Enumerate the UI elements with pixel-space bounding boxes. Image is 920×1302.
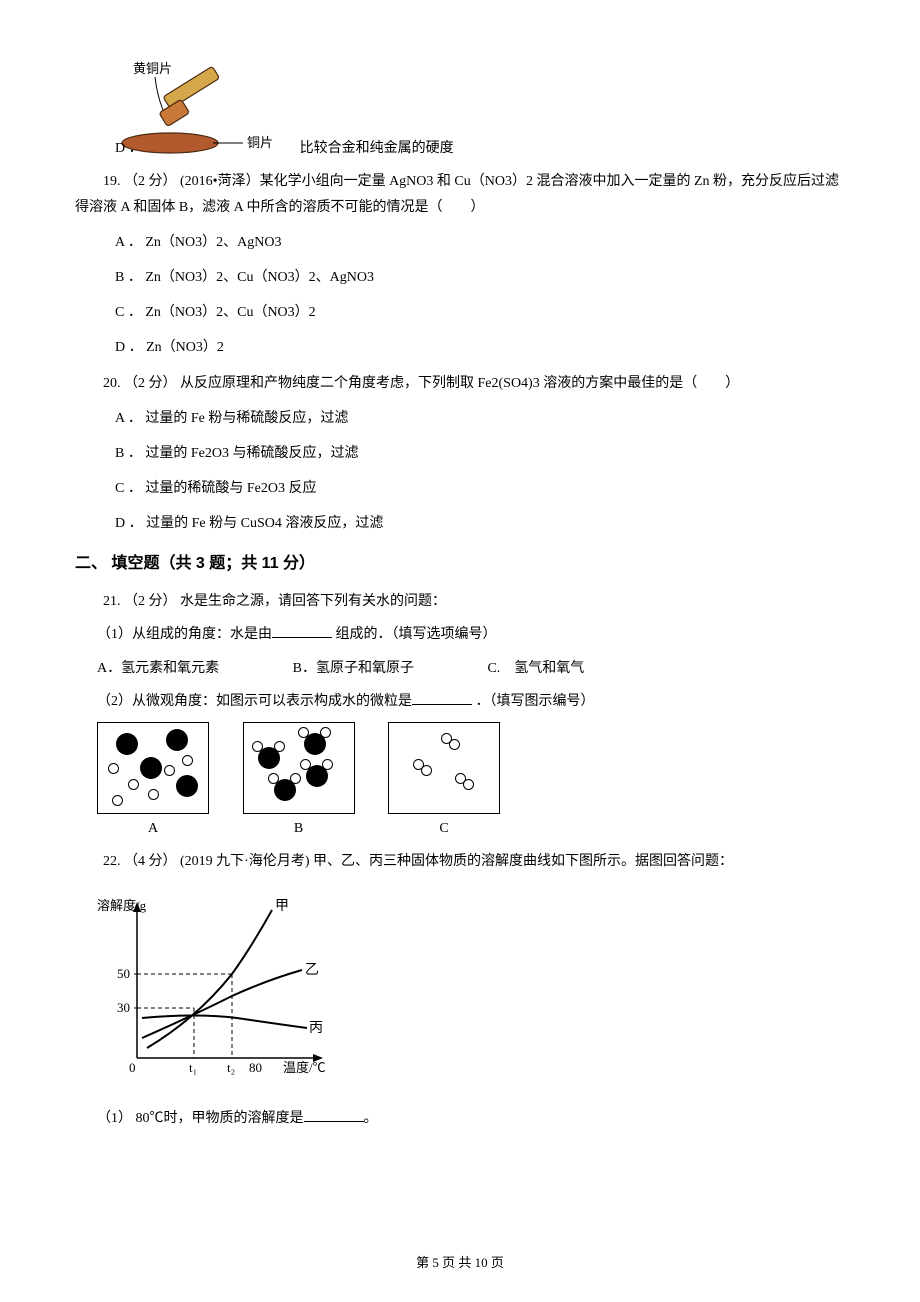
q20-option-a: A ． 过量的 Fe 粉与稀硫酸反应，过滤 [115, 406, 845, 431]
x-axis-label: 温度/℃ [283, 1060, 326, 1075]
page-footer: 第 5 页 共 10 页 [0, 1251, 920, 1274]
q19-option-b: B ． Zn（NO3）2、Cu（NO3）2、AgNO3 [115, 265, 845, 290]
blank-fill [272, 623, 332, 638]
xtick-t2: t₂ [227, 1060, 235, 1075]
blank-fill [304, 1107, 364, 1122]
q21-stem: 21. （2 分） 水是生命之源，请回答下列有关水的问题： [75, 589, 845, 614]
q20-option-b: B ． 过量的 Fe2O3 与稀硫酸反应，过滤 [115, 441, 845, 466]
series-jia: 甲 [275, 899, 289, 914]
q20-option-c: C ． 过量的稀硫酸与 Fe2O3 反应 [115, 476, 845, 501]
particle-label-c: C [388, 816, 500, 841]
section-2-title: 二、 填空题（共 3 题；共 11 分） [75, 550, 845, 579]
xtick-t1: t₁ [189, 1060, 197, 1075]
q19-option-a: A ． Zn（NO3）2、AgNO3 [115, 230, 845, 255]
q22-p1-a: （1） 80℃时，甲物质的溶解度是 [97, 1111, 304, 1126]
q20-stem: 20. （2 分） 从反应原理和产物纯度二个角度考虑，下列制取 Fe2(SO4)… [75, 371, 845, 396]
q21-opt-c: C. 氢气和氧气 [487, 661, 584, 676]
q21-inline-options: A．氢元素和氧元素 B．氢原子和氧原子 C. 氢气和氧气 [97, 656, 845, 681]
series-bing: 丙 [309, 1021, 323, 1036]
particle-frame-c [388, 722, 500, 814]
blank-fill [412, 690, 472, 705]
xtick-80: 80 [249, 1060, 262, 1075]
y-axis-label: 溶解度/g [97, 898, 147, 913]
particle-frame-b [243, 722, 355, 814]
q21-part2: （2）从微观角度：如图示可以表示构成水的微粒是 ．（填写图示编号） [97, 689, 845, 714]
page-container: 黄铜片 铜片 D ． 比较合金和纯金属的硬度 19. （2 分） (2016•菏… [0, 0, 920, 1302]
particle-frame-a [97, 722, 209, 814]
q22-stem: 22. （4 分） (2019 九下·海伦月考) 甲、乙、丙三种固体物质的溶解度… [75, 849, 845, 874]
q21-p2-a: （2）从微观角度：如图示可以表示构成水的微粒是 [97, 694, 412, 709]
ytick-30: 30 [117, 1000, 130, 1015]
q19-stem: 19. （2 分） (2016•菏泽）某化学小组向一定量 AgNO3 和 Cu（… [75, 169, 845, 219]
q21-opt-b: B．氢原子和氧原子 [293, 661, 414, 676]
q22-p1-b: 。 [364, 1111, 378, 1126]
svg-text:0: 0 [129, 1060, 136, 1075]
q18-option-d-text-row: D ． 比较合金和纯金属的硬度 [115, 136, 845, 161]
q21-p1-b: 组成的．（填写选项编号） [332, 627, 497, 642]
particle-label-a: A [97, 816, 209, 841]
q21-part1: （1）从组成的角度：水是由 组成的．（填写选项编号） [97, 622, 845, 647]
particle-box-c: C [388, 722, 500, 841]
series-yi: 乙 [305, 962, 319, 978]
q18-option-d-text: 比较合金和纯金属的硬度 [300, 141, 454, 156]
q22-part1: （1） 80℃时，甲物质的溶解度是 。 [97, 1106, 845, 1131]
q19-option-d: D ． Zn（NO3）2 [115, 335, 845, 360]
particle-box-a: A [97, 722, 209, 841]
solubility-chart: 溶解度/g 50 30 0 t₁ t₂ 80 温度/℃ 甲 乙 丙 [97, 888, 845, 1097]
particle-label-b: B [243, 816, 355, 841]
q20-option-d: D ． 过量的 Fe 粉与 CuSO4 溶液反应，过滤 [115, 511, 845, 536]
q21-p2-b: ．（填写图示编号） [472, 694, 595, 709]
q18-option-d-prefix: D ． [115, 141, 143, 156]
q19-option-c: C ． Zn（NO3）2、Cu（NO3）2 [115, 300, 845, 325]
q21-opt-a: A．氢元素和氧元素 [97, 661, 219, 676]
particle-diagrams: A B [97, 722, 845, 841]
particle-box-b: B [243, 722, 355, 841]
q21-p1-a: （1）从组成的角度：水是由 [97, 627, 272, 642]
brass-label: 黄铜片 [133, 61, 172, 76]
ytick-50: 50 [117, 966, 130, 981]
